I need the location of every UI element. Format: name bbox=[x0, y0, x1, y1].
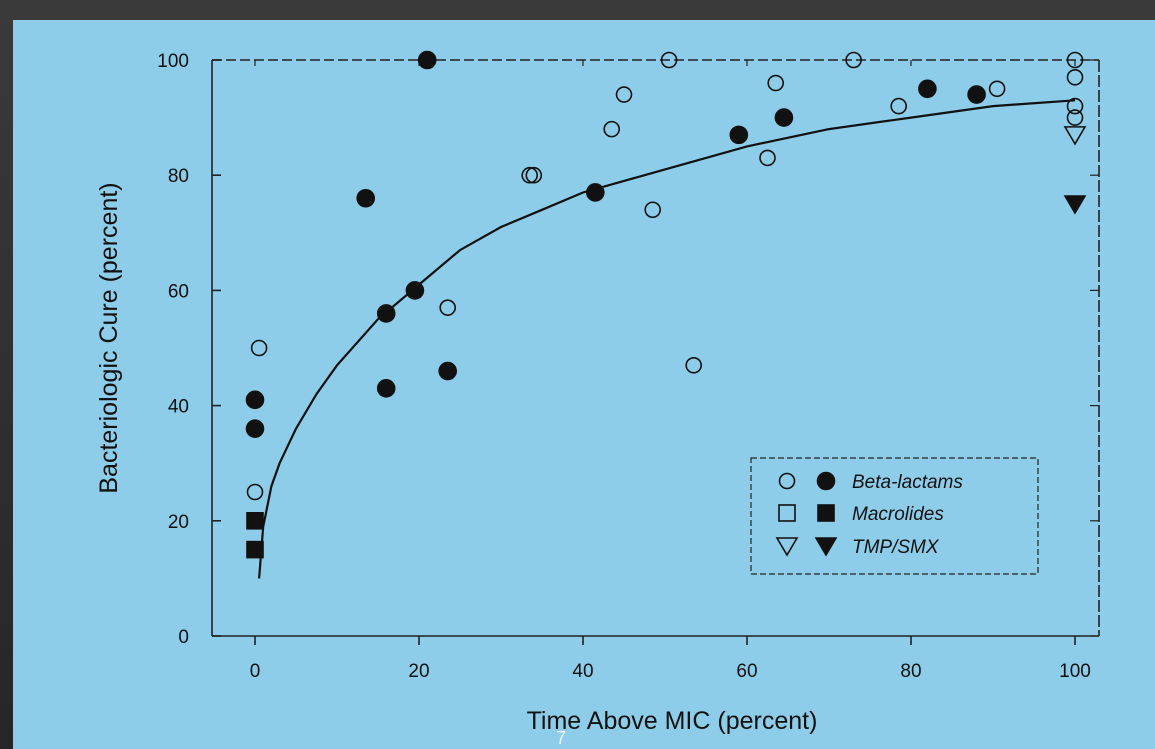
beta-lactams-circle-open-point bbox=[767, 74, 785, 92]
legend-beta-lactams-filled-marker bbox=[816, 471, 836, 491]
legend-beta-lactams-open-marker bbox=[778, 472, 796, 490]
x-axis-label: Time Above MIC (percent) bbox=[527, 707, 818, 735]
y-tick-label: 20 bbox=[168, 512, 189, 533]
beta-lactams-circle-filled-point bbox=[585, 183, 605, 202]
beta-lactams-circle-filled-point bbox=[417, 50, 437, 70]
beta-lactams-circle-open-point bbox=[890, 97, 908, 115]
macrolides-square-filled-point bbox=[246, 540, 264, 559]
legend-tmp-smx-filled-marker bbox=[814, 537, 838, 557]
beta-lactams-circle-filled-point bbox=[376, 379, 396, 398]
beta-lactams-circle-filled-point bbox=[376, 304, 396, 323]
legend-label-tmp-smx: TMP/SMX bbox=[852, 537, 940, 558]
beta-lactams-circle-filled-point bbox=[774, 108, 794, 127]
x-tick-label: 100 bbox=[1059, 661, 1091, 682]
legend-label-beta-lactams: Beta-lactams bbox=[852, 472, 963, 493]
beta-lactams-circle-filled-point bbox=[245, 419, 265, 438]
beta-lactams-circle-open-point bbox=[845, 51, 862, 69]
plot-axes bbox=[211, 59, 1100, 645]
y-tick-label: 0 bbox=[178, 627, 189, 648]
data-points-layer bbox=[245, 50, 1087, 559]
legend-tmp-smx-open-marker bbox=[775, 537, 799, 557]
beta-lactams-circle-filled-point bbox=[918, 79, 937, 99]
tmp-smx-triangle-filled-point bbox=[1063, 195, 1087, 215]
macrolides-square-filled-point bbox=[246, 511, 264, 530]
tick-labels: 0 20 40 60 80 100 0 20 40 60 80 100 bbox=[157, 51, 1091, 682]
legend-macrolides-filled-marker bbox=[817, 504, 835, 522]
beta-lactams-circle-open-point bbox=[660, 51, 678, 69]
beta-lactams-circle-open-point bbox=[759, 149, 776, 167]
beta-lactams-circle-open-point bbox=[615, 86, 633, 103]
beta-lactams-circle-open-point bbox=[250, 339, 268, 357]
beta-lactams-circle-open-point bbox=[644, 201, 662, 219]
tmp-smx-triangle-open-point bbox=[1063, 126, 1087, 146]
beta-lactams-circle-open-point bbox=[1066, 97, 1084, 115]
y-tick-label: 80 bbox=[168, 166, 189, 187]
beta-lactams-circle-filled-point bbox=[245, 390, 265, 410]
page-number: 7 bbox=[556, 728, 567, 748]
beta-lactams-circle-filled-point bbox=[729, 125, 749, 145]
beta-lactams-circle-open-point bbox=[1066, 68, 1084, 86]
x-tick-label: 60 bbox=[736, 661, 757, 682]
fit-curve bbox=[258, 99, 1076, 579]
y-tick-label: 60 bbox=[168, 281, 189, 302]
x-tick-label: 0 bbox=[250, 661, 261, 682]
legend-label-macrolides: Macrolides bbox=[852, 504, 944, 525]
beta-lactams-circle-filled-point bbox=[356, 188, 376, 208]
beta-lactams-circle-open-point bbox=[988, 80, 1006, 98]
beta-lactams-circle-filled-point bbox=[967, 85, 986, 104]
beta-lactams-circle-open-point bbox=[521, 166, 539, 184]
slide bbox=[13, 20, 1155, 749]
beta-lactams-circle-filled-point bbox=[405, 281, 425, 300]
x-tick-label: 20 bbox=[408, 661, 429, 682]
beta-lactams-circle-open-point bbox=[685, 356, 703, 374]
beta-lactams-circle-open-point bbox=[439, 299, 457, 316]
x-tick-label: 80 bbox=[900, 661, 921, 682]
beta-lactams-circle-open-point bbox=[525, 166, 543, 184]
beta-lactams-circle-open-point bbox=[246, 483, 264, 501]
legend-macrolides-open-marker bbox=[778, 504, 796, 522]
fit-curve-layer bbox=[258, 99, 1076, 579]
legend-markers bbox=[775, 471, 838, 557]
x-tick-label: 40 bbox=[572, 661, 593, 682]
y-axis-label: Bacteriologic Cure (percent) bbox=[95, 182, 123, 493]
beta-lactams-circle-open-point bbox=[603, 120, 621, 138]
y-tick-label: 40 bbox=[168, 397, 189, 418]
legend-box bbox=[750, 457, 1039, 575]
y-tick-label: 100 bbox=[157, 51, 189, 72]
legend: Beta-lactams Macrolides TMP/SMX bbox=[750, 457, 1039, 575]
beta-lactams-circle-filled-point bbox=[438, 361, 458, 381]
beta-lactams-circle-open-point bbox=[1066, 51, 1084, 69]
beta-lactams-circle-open-point bbox=[1066, 109, 1084, 126]
